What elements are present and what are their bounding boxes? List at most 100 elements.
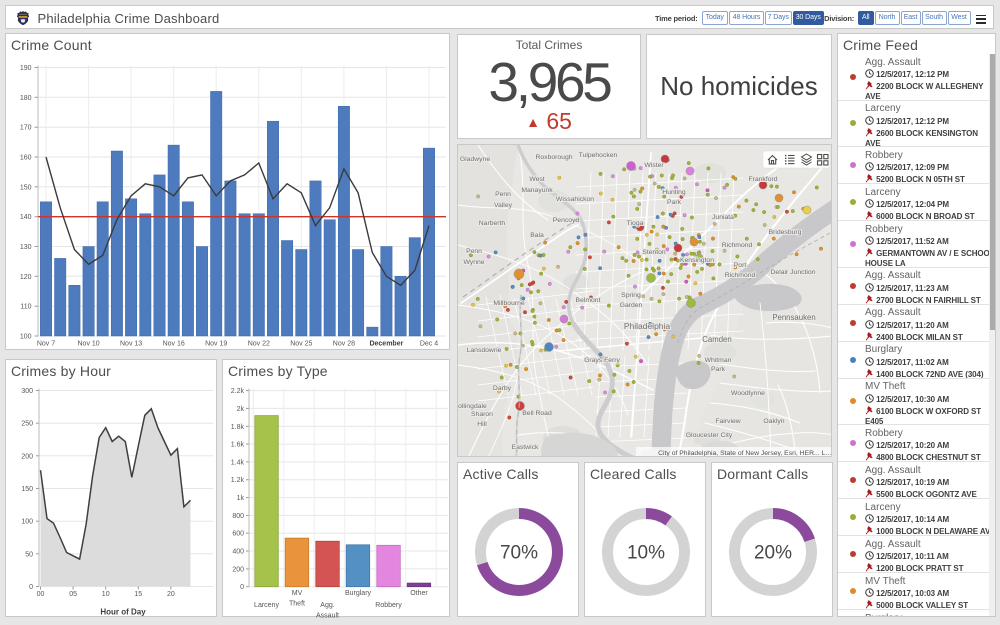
svg-text:Pennsauken: Pennsauken <box>772 313 815 322</box>
svg-text:Nov 7: Nov 7 <box>37 341 55 348</box>
svg-text:West: West <box>529 176 544 183</box>
svg-text:Hour of Day: Hour of Day <box>100 608 146 617</box>
svg-text:250: 250 <box>21 421 33 428</box>
svg-text:2k: 2k <box>237 406 245 413</box>
svg-text:Port: Port <box>734 262 747 269</box>
svg-text:100: 100 <box>21 519 33 526</box>
svg-text:50: 50 <box>25 551 33 558</box>
svg-text:20%: 20% <box>754 543 792 564</box>
svg-text:Narberth: Narberth <box>479 220 506 227</box>
svg-text:Darby: Darby <box>493 385 512 392</box>
svg-text:15: 15 <box>134 591 142 598</box>
svg-text:Nov 28: Nov 28 <box>333 341 355 348</box>
svg-text:Oaklyn: Oaklyn <box>763 418 784 425</box>
svg-text:Gloucester City: Gloucester City <box>686 432 733 439</box>
svg-text:Agg.: Agg. <box>320 602 334 609</box>
svg-text:Assault: Assault <box>316 613 339 619</box>
svg-text:600: 600 <box>232 531 244 538</box>
svg-text:Other: Other <box>410 590 428 597</box>
svg-text:800: 800 <box>232 513 244 520</box>
svg-text:Frankford: Frankford <box>748 176 777 183</box>
svg-text:00: 00 <box>37 591 45 598</box>
svg-text:180: 180 <box>20 95 32 102</box>
svg-text:Burglary: Burglary <box>345 590 372 597</box>
svg-text:20: 20 <box>167 591 175 598</box>
svg-text:Bell Road: Bell Road <box>522 410 552 417</box>
svg-text:0: 0 <box>29 584 33 591</box>
svg-text:130: 130 <box>20 244 32 251</box>
svg-text:Tioga: Tioga <box>627 220 644 227</box>
svg-text:Fairview: Fairview <box>715 418 740 425</box>
svg-text:Whitman: Whitman <box>705 357 732 364</box>
svg-text:300: 300 <box>21 388 33 395</box>
svg-text:Tulpehocken: Tulpehocken <box>579 152 618 159</box>
svg-text:1k: 1k <box>237 495 245 502</box>
svg-text:Bala: Bala <box>530 232 544 239</box>
svg-text:Stenton: Stenton <box>642 249 666 256</box>
svg-text:Penn: Penn <box>495 191 511 198</box>
svg-text:160: 160 <box>20 155 32 162</box>
svg-text:200: 200 <box>21 453 33 460</box>
svg-text:150: 150 <box>21 486 33 493</box>
svg-text:Valley: Valley <box>494 202 513 209</box>
svg-text:Millbourne: Millbourne <box>493 300 525 307</box>
svg-text:Bridesburg: Bridesburg <box>769 229 802 236</box>
svg-text:120: 120 <box>20 274 32 281</box>
svg-text:100: 100 <box>20 334 32 341</box>
svg-text:Richmond: Richmond <box>722 242 753 249</box>
svg-text:10%: 10% <box>627 543 665 564</box>
svg-text:Larceny: Larceny <box>254 602 279 609</box>
svg-text:170: 170 <box>20 125 32 132</box>
svg-text:Eastwick: Eastwick <box>512 444 539 451</box>
svg-text:Nov 13: Nov 13 <box>120 341 142 348</box>
svg-text:400: 400 <box>232 549 244 556</box>
svg-text:10: 10 <box>102 591 110 598</box>
svg-text:City of Philadelphia, State of: City of Philadelphia, State of New Jerse… <box>658 450 831 457</box>
svg-text:200: 200 <box>232 566 244 573</box>
svg-text:140: 140 <box>20 214 32 221</box>
svg-text:Grays Ferry: Grays Ferry <box>584 357 620 364</box>
svg-text:Sharon: Sharon <box>471 411 493 418</box>
svg-text:70%: 70% <box>500 543 538 564</box>
svg-text:2.2k: 2.2k <box>231 388 245 395</box>
svg-text:Hunting: Hunting <box>662 189 686 196</box>
svg-text:Pencoyd: Pencoyd <box>553 217 580 224</box>
svg-text:1.8k: 1.8k <box>231 424 245 431</box>
svg-text:Nov 19: Nov 19 <box>205 341 227 348</box>
svg-text:190: 190 <box>20 65 32 72</box>
svg-text:Hill: Hill <box>477 421 487 428</box>
svg-text:Nov 10: Nov 10 <box>78 341 100 348</box>
svg-text:Roxborough: Roxborough <box>535 154 572 161</box>
svg-text:Lansdowne: Lansdowne <box>467 347 502 354</box>
svg-text:Dec 4: Dec 4 <box>420 341 438 348</box>
svg-text:Spring: Spring <box>621 292 641 299</box>
svg-text:Park: Park <box>711 366 726 373</box>
svg-text:Nov 22: Nov 22 <box>248 341 270 348</box>
svg-text:Richmond: Richmond <box>725 272 756 279</box>
svg-text:Juniata: Juniata <box>712 214 734 221</box>
svg-text:MV: MV <box>292 590 303 597</box>
svg-text:Collingdale: Collingdale <box>458 403 487 410</box>
svg-text:1.6k: 1.6k <box>231 442 245 449</box>
svg-text:Nov 25: Nov 25 <box>290 341 312 348</box>
svg-text:Belmont: Belmont <box>576 297 601 304</box>
svg-text:Philadelphia: Philadelphia <box>624 321 671 331</box>
svg-text:05: 05 <box>69 591 77 598</box>
svg-text:Wister: Wister <box>644 162 664 169</box>
svg-text:Penn: Penn <box>466 248 482 255</box>
svg-text:Gladwyne: Gladwyne <box>460 156 490 163</box>
svg-text:Delair Junction: Delair Junction <box>771 269 816 276</box>
svg-text:Theft: Theft <box>289 601 305 608</box>
svg-text:150: 150 <box>20 184 32 191</box>
svg-text:Wissahickon: Wissahickon <box>556 196 594 203</box>
svg-text:Nov 16: Nov 16 <box>163 341 185 348</box>
svg-text:1.4k: 1.4k <box>231 459 245 466</box>
svg-text:Woodlynne: Woodlynne <box>731 390 765 397</box>
svg-text:Robbery: Robbery <box>375 602 402 609</box>
svg-text:Camden: Camden <box>702 335 731 344</box>
svg-text:110: 110 <box>20 304 31 311</box>
svg-text:Wynne: Wynne <box>463 259 484 266</box>
svg-text:Manayunk: Manayunk <box>521 187 553 194</box>
svg-text:Kensington: Kensington <box>680 257 714 264</box>
svg-text:December: December <box>369 341 403 348</box>
